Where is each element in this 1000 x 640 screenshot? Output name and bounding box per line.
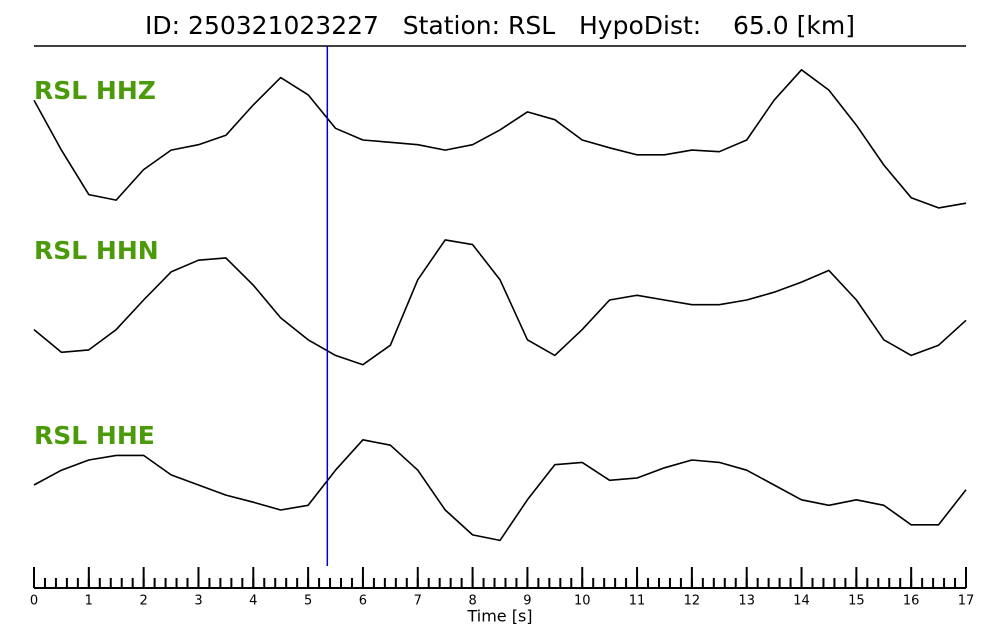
trace — [33, 69, 967, 209]
x-tick-label: 7 — [414, 594, 422, 609]
x-tick-label: 3 — [194, 594, 202, 609]
x-tick-label: 10 — [574, 594, 591, 609]
chart-title: ID: 250321023227 Station: RSL HypoDist: … — [145, 11, 855, 40]
x-tick-label: 17 — [958, 594, 975, 609]
x-tick-label: 0 — [30, 594, 38, 609]
x-tick-label: 13 — [738, 594, 755, 609]
x-tick-label: 4 — [249, 594, 257, 609]
x-tick-label: 8 — [468, 594, 476, 609]
x-tick-label: 1 — [85, 594, 93, 609]
x-tick-label: 16 — [903, 594, 920, 609]
x-tick-label: 15 — [848, 594, 865, 609]
x-tick-label: 14 — [793, 594, 810, 609]
x-tick-label: 11 — [629, 594, 646, 609]
x-tick-label: 5 — [304, 594, 312, 609]
trace-label: RSL HHZ — [34, 76, 156, 105]
x-tick-label: 6 — [359, 594, 367, 609]
trace — [33, 439, 967, 542]
x-tick-label: 12 — [684, 594, 701, 609]
x-tick-label: 9 — [523, 594, 531, 609]
x-tick-label: 2 — [140, 594, 148, 609]
x-axis-label: Time [s] — [466, 607, 532, 626]
trace-label: RSL HHE — [34, 421, 155, 450]
trace — [33, 239, 967, 366]
trace-label: RSL HHN — [34, 236, 159, 265]
